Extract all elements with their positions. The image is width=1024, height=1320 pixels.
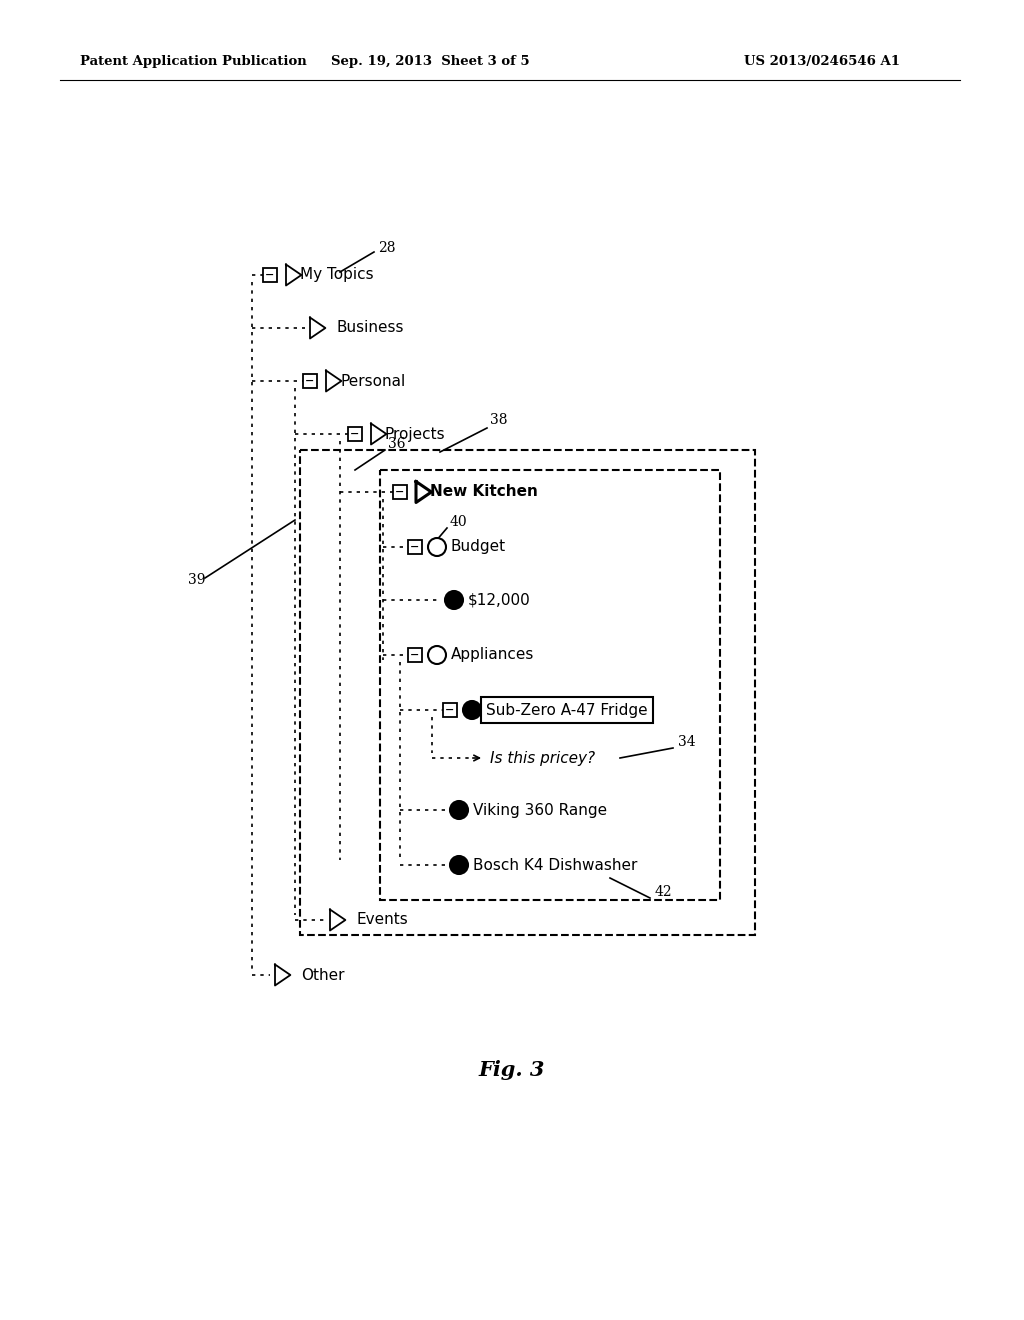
Text: Business: Business	[336, 321, 403, 335]
Text: −: −	[395, 487, 404, 498]
Circle shape	[445, 591, 463, 609]
Text: 40: 40	[450, 515, 468, 529]
Bar	[303, 374, 317, 388]
Text: Sub-Zero A-47 Fridge: Sub-Zero A-47 Fridge	[486, 702, 647, 718]
Text: 36: 36	[388, 437, 406, 451]
Text: −: −	[445, 705, 455, 715]
Text: −: −	[350, 429, 359, 440]
Text: Budget: Budget	[451, 540, 506, 554]
Text: Personal: Personal	[340, 374, 406, 388]
Bar	[408, 648, 422, 663]
Text: $12,000: $12,000	[468, 593, 530, 607]
Bar	[348, 426, 362, 441]
Text: US 2013/0246546 A1: US 2013/0246546 A1	[744, 55, 900, 69]
Text: −: −	[265, 271, 274, 280]
Text: Sep. 19, 2013  Sheet 3 of 5: Sep. 19, 2013 Sheet 3 of 5	[331, 55, 529, 69]
Text: 38: 38	[490, 413, 508, 426]
Bar	[393, 484, 407, 499]
Text: Viking 360 Range: Viking 360 Range	[473, 803, 607, 817]
Text: Appliances: Appliances	[451, 648, 535, 663]
Text: 39: 39	[188, 573, 206, 587]
Circle shape	[428, 539, 446, 556]
Bar	[263, 268, 278, 282]
Circle shape	[450, 855, 468, 874]
Text: Bosch K4 Dishwasher: Bosch K4 Dishwasher	[473, 858, 637, 873]
Text: New Kitchen: New Kitchen	[430, 484, 538, 499]
Text: Projects: Projects	[385, 426, 445, 441]
Text: 42: 42	[655, 884, 673, 899]
Text: −: −	[411, 543, 420, 552]
Text: My Topics: My Topics	[300, 268, 374, 282]
Text: Is this pricey?: Is this pricey?	[490, 751, 595, 766]
Text: −: −	[305, 376, 314, 385]
Text: Fig. 3: Fig. 3	[479, 1060, 545, 1080]
Text: Events: Events	[356, 912, 408, 928]
Text: Other: Other	[301, 968, 344, 982]
Circle shape	[428, 645, 446, 664]
Text: 34: 34	[678, 735, 695, 748]
Text: 28: 28	[378, 242, 395, 255]
Text: −: −	[411, 649, 420, 660]
Bar	[380, 470, 720, 900]
Bar	[408, 540, 422, 554]
Circle shape	[463, 701, 481, 719]
Bar	[300, 450, 755, 935]
Text: Patent Application Publication: Patent Application Publication	[80, 55, 307, 69]
Circle shape	[450, 801, 468, 818]
Bar	[443, 704, 457, 717]
